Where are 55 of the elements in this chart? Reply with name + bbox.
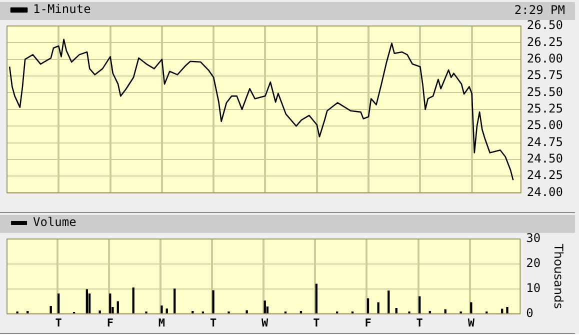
bar xyxy=(377,302,380,314)
y-tick-label: 10 xyxy=(526,280,541,295)
x-tick-label: T xyxy=(416,316,424,330)
bar xyxy=(315,284,318,314)
bar xyxy=(470,302,472,314)
x-tick-label: M xyxy=(158,316,166,330)
y-tick-label: 20 xyxy=(526,256,541,270)
y-tick-label: 0 xyxy=(526,306,534,320)
bar xyxy=(166,308,168,314)
text: 2:29 PM xyxy=(514,3,565,18)
x-tick-label: T xyxy=(210,316,217,330)
bar xyxy=(109,294,112,314)
bar xyxy=(174,288,176,314)
y-tick-label: 24.50 xyxy=(526,152,563,166)
bar xyxy=(501,308,504,314)
bar xyxy=(264,300,266,314)
bar xyxy=(506,306,508,314)
bar xyxy=(395,308,398,314)
x-tick-label: F xyxy=(106,316,114,330)
bar xyxy=(86,289,88,314)
y-tick-label: 26.50 xyxy=(526,18,563,32)
y-tick-label: 25.75 xyxy=(526,68,563,82)
bar xyxy=(116,301,119,314)
bar xyxy=(388,290,390,314)
y-tick-label: 25.00 xyxy=(526,118,563,132)
legend-label: Volume xyxy=(33,215,76,230)
bar xyxy=(57,294,60,314)
bar xyxy=(145,311,148,314)
bar xyxy=(88,294,91,314)
x-tick-label: T xyxy=(55,316,62,330)
bar xyxy=(212,290,214,314)
bar xyxy=(444,309,446,314)
y-tick-label: 30 xyxy=(526,231,541,246)
bar xyxy=(16,311,18,314)
y-tick-label: 26.25 xyxy=(526,34,563,49)
y-tick-label: 26.00 xyxy=(526,51,563,66)
bar xyxy=(246,310,248,314)
x-tick-label: F xyxy=(364,316,372,330)
y-tick-label: 24.00 xyxy=(526,184,563,199)
bar xyxy=(160,305,163,314)
y-tick-label: 25.50 xyxy=(526,84,563,99)
x-tick-label: T xyxy=(313,316,320,330)
y-tick-label: 24.25 xyxy=(526,168,563,182)
bar xyxy=(418,296,421,314)
y-tick-label: 25.25 xyxy=(526,102,563,116)
bar xyxy=(132,288,134,314)
y-axis-title: Thousands xyxy=(552,242,566,309)
bar xyxy=(228,311,230,314)
bar xyxy=(50,306,52,314)
x-tick-label: W xyxy=(262,316,269,330)
legend-label: 1-Minute xyxy=(33,2,91,16)
x-tick-label: W xyxy=(468,316,475,330)
y-tick-label: 24.75 xyxy=(526,134,563,149)
bar xyxy=(408,311,410,314)
bar xyxy=(366,298,370,314)
